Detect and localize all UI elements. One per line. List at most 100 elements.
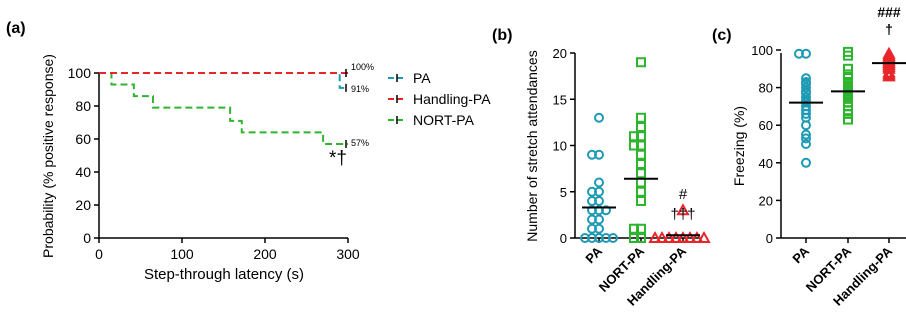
panel-a-curve-nort_pa (99, 72, 348, 145)
legend-label-pa: PA (413, 70, 431, 86)
panel-a-significance: *† (329, 148, 347, 169)
panel-a-series (99, 69, 348, 148)
data-point (697, 230, 711, 243)
panel-c-points (789, 46, 906, 168)
data-point (801, 92, 811, 102)
panel-a-y-tick-label: 40 (75, 164, 91, 180)
panel-a-y-tick-label: 0 (83, 230, 91, 246)
data-point (636, 149, 646, 160)
panel-a-end-labels: 57% 91% 100% (351, 62, 374, 148)
panel-c-category-label: PA (789, 243, 812, 266)
panel-c-y-ticks: 0 20 40 60 80 100 (751, 43, 781, 246)
panel-c-y-tick-label: 0 (766, 231, 773, 246)
data-point (801, 82, 811, 93)
data-point (801, 108, 811, 119)
panel-b-y-tick-label: 5 (560, 185, 567, 200)
panel-b-y-tick-label: 15 (553, 92, 567, 107)
data-point (587, 205, 597, 216)
panel-a-y-ticks: 0 20 40 60 80 100 (68, 65, 99, 246)
data-point (636, 159, 646, 169)
data-point (794, 48, 804, 59)
panel-b-y-tick-label: 0 (560, 231, 567, 246)
data-point (636, 112, 646, 123)
panel-a-axes (98, 73, 348, 239)
data-point (636, 196, 646, 206)
data-point (676, 230, 690, 243)
data-point (669, 230, 683, 243)
data-point (580, 233, 590, 243)
panel-a-x-tick-label: 100 (170, 246, 194, 262)
data-point (801, 139, 811, 149)
panel-a-y-tick-label: 100 (68, 65, 92, 81)
data-point (587, 186, 597, 197)
data-point (587, 149, 597, 160)
panel-b-ylabel: Number of stretch attendances (524, 50, 540, 241)
panel-c-ylabel: Freezing (%) (731, 106, 747, 186)
data-point (608, 233, 618, 243)
data-point (801, 120, 811, 131)
panel-a-end-label: 100% (351, 62, 374, 72)
data-point (594, 112, 604, 123)
panel-b-annotation-hash: # (679, 186, 688, 203)
data-point (801, 129, 811, 140)
panel-c-label: (c) (712, 27, 732, 44)
data-point (587, 196, 597, 206)
data-point (843, 50, 853, 61)
panel-a-y-tick-label: 60 (75, 131, 91, 147)
data-point (801, 73, 811, 84)
data-point (801, 157, 811, 168)
data-point (629, 233, 639, 243)
panel-b-annotation-dagger: ††† (670, 206, 695, 223)
panel-a-end-label: 91% (351, 84, 369, 94)
data-point (629, 140, 639, 151)
data-point (801, 133, 811, 144)
panel-b-y-tick-label: 20 (553, 46, 567, 61)
data-point (843, 114, 853, 125)
panel-a-end-label: 57% (351, 138, 369, 148)
panel-a-ylabel: Probability (% positive response) (40, 54, 56, 258)
data-point (629, 223, 639, 234)
panel-b-label: (b) (492, 27, 512, 44)
panel-c-y-tick-label: 20 (759, 193, 773, 208)
legend-label-nort_pa: NORT-PA (413, 112, 475, 128)
panel-a-y-tick-label: 80 (75, 98, 91, 114)
legend-label-handling_pa: Handling-PA (413, 91, 491, 107)
data-point (676, 203, 690, 216)
data-point (683, 230, 697, 243)
panel-c-y-tick-label: 40 (759, 156, 773, 171)
data-point (636, 122, 646, 132)
data-point (882, 69, 896, 82)
panel-c-annotation-hash: ### (877, 4, 901, 20)
panel-b-y-ticks: 0 5 10 15 20 (553, 46, 575, 246)
panel-c-y-tick-label: 60 (759, 118, 773, 133)
data-point (690, 230, 704, 243)
panel-a-label: (a) (6, 20, 26, 37)
data-point (587, 214, 597, 225)
data-point (629, 131, 639, 142)
data-point (636, 168, 646, 179)
data-point (648, 230, 662, 243)
data-point (843, 63, 853, 74)
panel-b-y-tick-label: 10 (553, 139, 567, 154)
data-point (636, 57, 646, 68)
panel-a-x-tick-label: 200 (253, 246, 277, 262)
data-point (662, 230, 676, 243)
panel-b-category-label: PA (582, 243, 605, 266)
panel-a-x-ticks: 0 100 200 300 (95, 238, 360, 262)
data-point (655, 230, 669, 243)
panel-a-xlabel: Step-through latency (s) (144, 266, 304, 283)
data-point (843, 108, 853, 119)
panel-c-annotation-dagger: † (885, 21, 893, 37)
panel-a-y-tick-label: 20 (75, 197, 91, 213)
panel-a: (a) 0 20 40 60 80 100 0 100 200 300 Step-through… (6, 20, 491, 283)
panel-a-x-tick-label: 300 (336, 246, 360, 262)
panel-a-curve-pa (99, 72, 348, 89)
panel-a-legend: PA Handling-PA NORT-PA (388, 70, 491, 128)
data-point (594, 177, 604, 188)
data-point (601, 205, 611, 216)
